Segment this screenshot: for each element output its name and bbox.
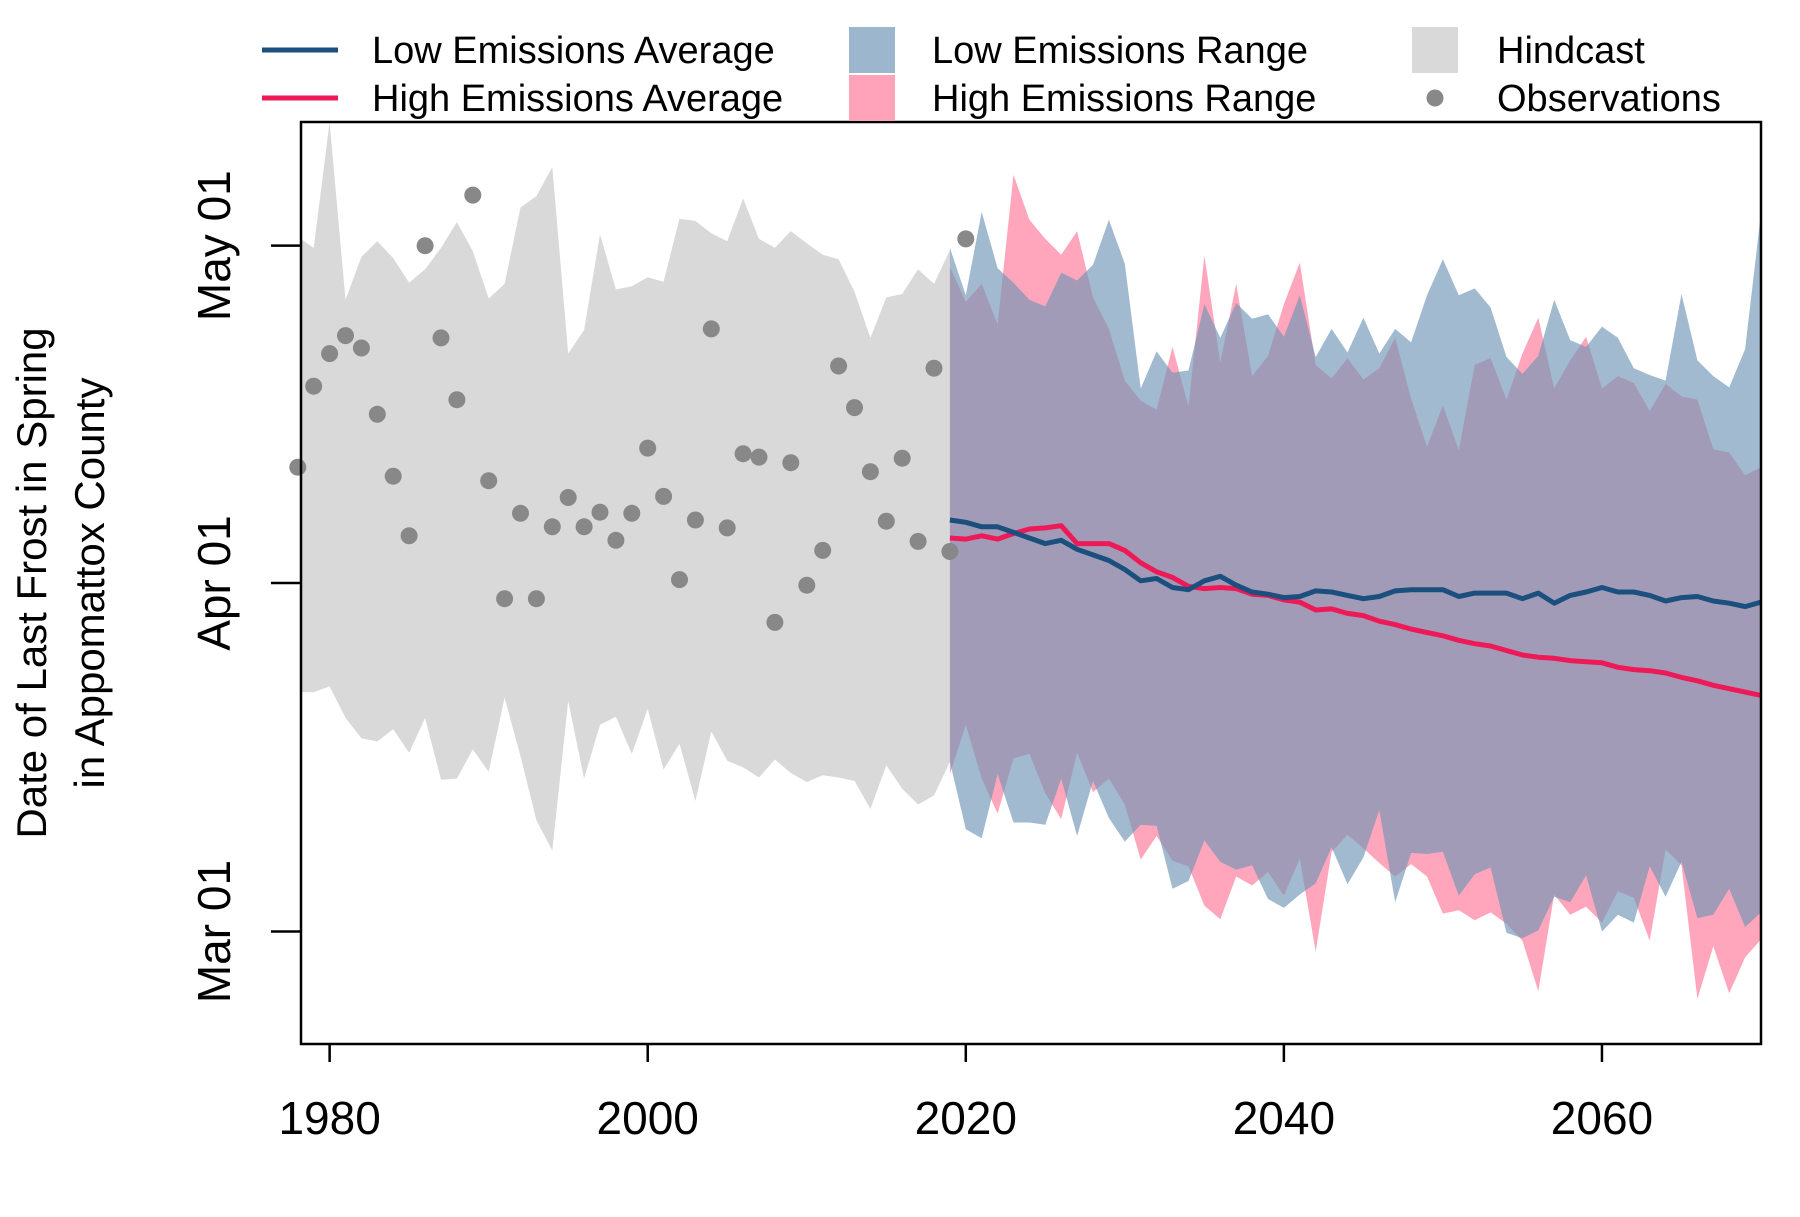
low-emissions-range-band — [949, 212, 1761, 939]
observation-point — [575, 518, 593, 536]
observation-point — [686, 511, 704, 529]
observation-point — [766, 613, 784, 631]
legend-label: Low Emissions Average — [372, 30, 775, 72]
x-tick-label: 1980 — [278, 1092, 380, 1144]
observation-point — [877, 512, 895, 530]
y-tick-label: Mar 01 — [188, 860, 240, 1003]
observation-point — [941, 543, 959, 560]
observation-point — [655, 487, 673, 505]
observation-point — [623, 504, 641, 522]
legend-box-swatch — [849, 27, 895, 73]
observation-point — [957, 230, 975, 248]
legend-item: Observations — [1426, 78, 1721, 120]
y-axis: Mar 01 Apr 01 May 01 — [188, 170, 301, 1003]
observation-point — [337, 327, 354, 345]
observation-point — [925, 359, 943, 377]
observation-point — [846, 399, 863, 417]
observation-point — [814, 541, 832, 559]
observation-point — [782, 454, 800, 472]
legend-item: Hindcast — [1412, 27, 1645, 73]
high-emissions-average-line — [949, 523, 1761, 698]
observation-point — [671, 571, 688, 589]
observation-point — [718, 519, 736, 537]
observation-point — [464, 186, 482, 204]
observation-point — [305, 377, 323, 395]
observation-point — [893, 449, 911, 467]
observation-point — [321, 345, 339, 363]
observation-point — [512, 504, 529, 522]
observation-point — [289, 458, 307, 476]
legend-label: Low Emissions Range — [932, 30, 1308, 72]
observation-point — [607, 531, 625, 549]
x-tick-label: 2040 — [1233, 1092, 1335, 1144]
y-axis-label-line-2: in Appomattox County — [66, 378, 113, 789]
legend: Low Emissions Average High Emissions Aver… — [262, 27, 1721, 121]
observation-point — [543, 518, 561, 536]
legend-item: Low Emissions Average — [262, 30, 775, 72]
observation-points — [289, 186, 975, 631]
legend-box-swatch — [1412, 27, 1458, 73]
observation-point — [734, 445, 752, 463]
y-axis-label-line-1: Date of Last Frost in Spring — [8, 327, 55, 838]
low-emissions-average-line — [949, 517, 1761, 610]
observation-point — [416, 237, 434, 255]
observation-point — [384, 467, 402, 485]
observation-point — [909, 532, 927, 550]
legend-point-swatch — [1426, 89, 1444, 107]
legend-item: High Emissions Average — [262, 78, 783, 120]
observation-point — [400, 527, 418, 545]
y-tick-label: May 01 — [188, 170, 240, 321]
observation-point — [480, 472, 498, 490]
observation-point — [527, 590, 545, 608]
legend-label: Observations — [1497, 78, 1721, 120]
observation-point — [496, 590, 514, 608]
observation-point — [591, 503, 609, 521]
hindcast-band — [301, 122, 950, 851]
average-lines — [949, 517, 1761, 698]
observation-point — [432, 329, 450, 347]
observation-point — [448, 391, 466, 409]
legend-item: Low Emissions Range — [849, 27, 1308, 73]
observation-point — [368, 405, 386, 423]
legend-item: High Emissions Range — [849, 75, 1316, 121]
observation-point — [861, 463, 879, 481]
observation-point — [830, 357, 848, 375]
observation-point — [559, 489, 577, 506]
legend-box-swatch — [849, 75, 895, 121]
legend-label: Hindcast — [1497, 30, 1645, 72]
x-axis: 1980 2000 2020 2040 2060 — [278, 1044, 1653, 1144]
x-tick-label: 2020 — [915, 1092, 1017, 1144]
x-tick-label: 2060 — [1551, 1092, 1653, 1144]
legend-label: High Emissions Range — [932, 78, 1316, 120]
observation-point — [639, 439, 657, 457]
observation-point — [798, 576, 816, 594]
observation-point — [750, 448, 768, 466]
range-fills — [301, 122, 1761, 1000]
observation-point — [702, 320, 720, 338]
legend-label: High Emissions Average — [372, 78, 783, 120]
observation-point — [352, 339, 370, 357]
x-tick-label: 2000 — [597, 1092, 699, 1144]
y-tick-label: Apr 01 — [188, 515, 240, 651]
